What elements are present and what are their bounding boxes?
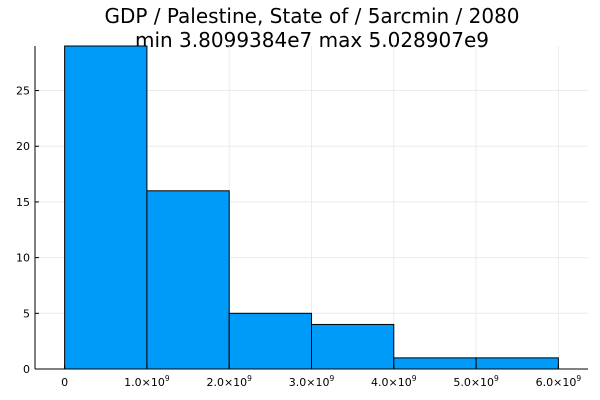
y-tick-label: 20: [16, 140, 30, 153]
axes: [34, 46, 588, 370]
y-tick-label: 10: [16, 252, 30, 265]
histogram-bar: [475, 357, 559, 370]
x-tick-label: 2.0×109: [206, 374, 252, 389]
chart-title: GDP / Palestine, State of / 5arcmin / 20…: [104, 4, 519, 28]
histogram-bar: [311, 323, 395, 370]
y-tick-label: 5: [23, 307, 30, 320]
tick-labels: 0 5 10 15 20 25 0 1.0×109 2.0×109 3.0×109 4.0×109 5…: [16, 85, 581, 389]
x-tick-label: 5.0×109: [453, 374, 499, 389]
histogram-bar: [64, 45, 148, 370]
x-tick-label: 4.0×109: [371, 374, 417, 389]
histogram-bar: [146, 190, 230, 370]
x-tick-label: 6.0×109: [536, 374, 582, 389]
y-tick-label: 15: [16, 196, 30, 209]
x-tick-label: 3.0×109: [289, 374, 335, 389]
histogram-bar: [228, 312, 312, 370]
bars: [64, 45, 559, 370]
y-tick-label: 25: [16, 85, 30, 98]
y-tick-label: 0: [23, 363, 30, 376]
x-tick-label: 0: [61, 376, 68, 389]
x-tick-label: 1.0×109: [124, 374, 170, 389]
histogram-bar: [393, 357, 477, 370]
